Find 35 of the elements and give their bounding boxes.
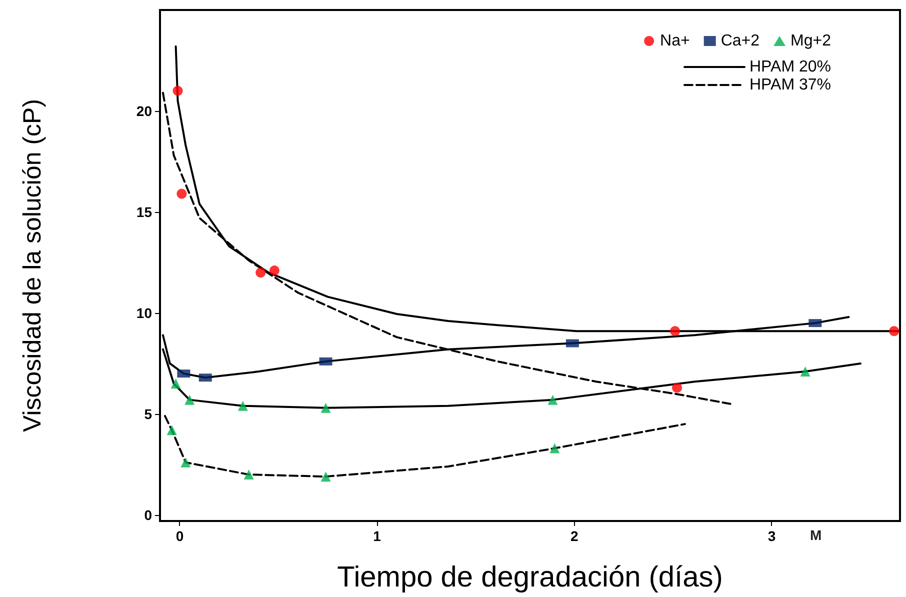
point: [166, 425, 177, 436]
point: [238, 400, 248, 411]
legend-label: HPAM 20%: [749, 58, 832, 76]
point: [244, 470, 254, 480]
point: [670, 326, 680, 336]
point: [672, 382, 682, 393]
y-tick-label: 10: [136, 304, 152, 321]
point: [889, 326, 900, 336]
point: [320, 472, 331, 482]
point: [176, 188, 187, 199]
y-tick-label: 0: [144, 506, 152, 523]
point: [180, 457, 191, 468]
text: M: [810, 527, 822, 543]
y-tick-label: 15: [136, 204, 152, 220]
y-tick-label: 5: [144, 406, 152, 422]
y-tick-label: 20: [136, 102, 152, 119]
point: [256, 268, 266, 278]
y-axis-title: Viscosidad de la solución (cP): [18, 98, 46, 432]
x-tick-label: 0: [176, 528, 184, 544]
point: [269, 266, 280, 276]
legend-label: Na+: [660, 32, 690, 50]
x-tick-label: 2: [570, 528, 578, 544]
point: [548, 394, 558, 405]
legend-label: Mg+2: [790, 32, 832, 50]
point: [800, 366, 810, 377]
point: [320, 402, 331, 413]
point: [170, 378, 181, 389]
x-tick-label: 1: [373, 528, 382, 544]
x-axis-title: Tiempo de degradación (días): [337, 562, 723, 594]
x-tick-label: 3: [768, 528, 776, 544]
legend-label: Ca+2: [720, 32, 760, 50]
point: [184, 394, 195, 405]
point: [172, 86, 183, 96]
point: [550, 443, 560, 454]
legend-label: HPAM 37%: [749, 76, 832, 94]
